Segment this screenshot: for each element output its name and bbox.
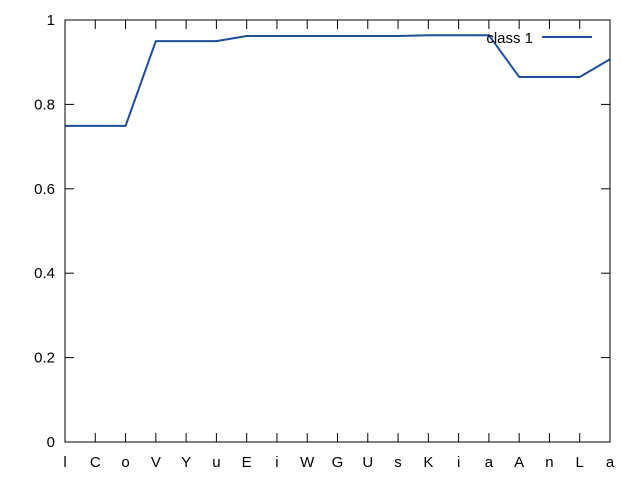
y-tick-label: 1 [47,12,55,29]
x-tick-label: u [212,454,220,471]
x-tick-label: l [63,454,66,471]
x-tick-label: U [362,454,373,471]
x-tick-label: a [606,454,615,471]
x-tick-label: W [300,454,315,471]
tick-marks [64,19,611,443]
x-tick-label: K [423,454,433,471]
y-tick-label: 0 [47,434,55,451]
x-tick-label: C [90,454,101,471]
x-tick-label: s [394,454,402,471]
series-line-class-1 [65,34,611,127]
y-tick-label: 0.4 [34,265,55,282]
y-tick-label: 0.6 [34,181,55,198]
x-tick-label: o [121,454,129,471]
x-tick-label: V [151,454,161,471]
x-tick-label: n [545,454,553,471]
x-tick-label: A [514,454,524,471]
x-tick-label: G [332,454,344,471]
x-tick-label: E [242,454,252,471]
y-tick-label: 0.8 [34,96,55,113]
x-tick-label: i [457,454,460,471]
plot-frame [64,19,611,443]
legend-label-class-1: class 1 [486,30,533,47]
y-tick-label: 0.2 [34,350,55,367]
series-lines [65,34,611,127]
x-tick-label: i [275,454,278,471]
x-tick-label: a [485,454,494,471]
y-tick-labels: 0 0.2 0.4 0.6 0.8 1 [34,12,55,451]
x-tick-label: Y [181,454,191,471]
legend: class 1 [486,30,592,47]
x-tick-label: L [576,454,584,471]
